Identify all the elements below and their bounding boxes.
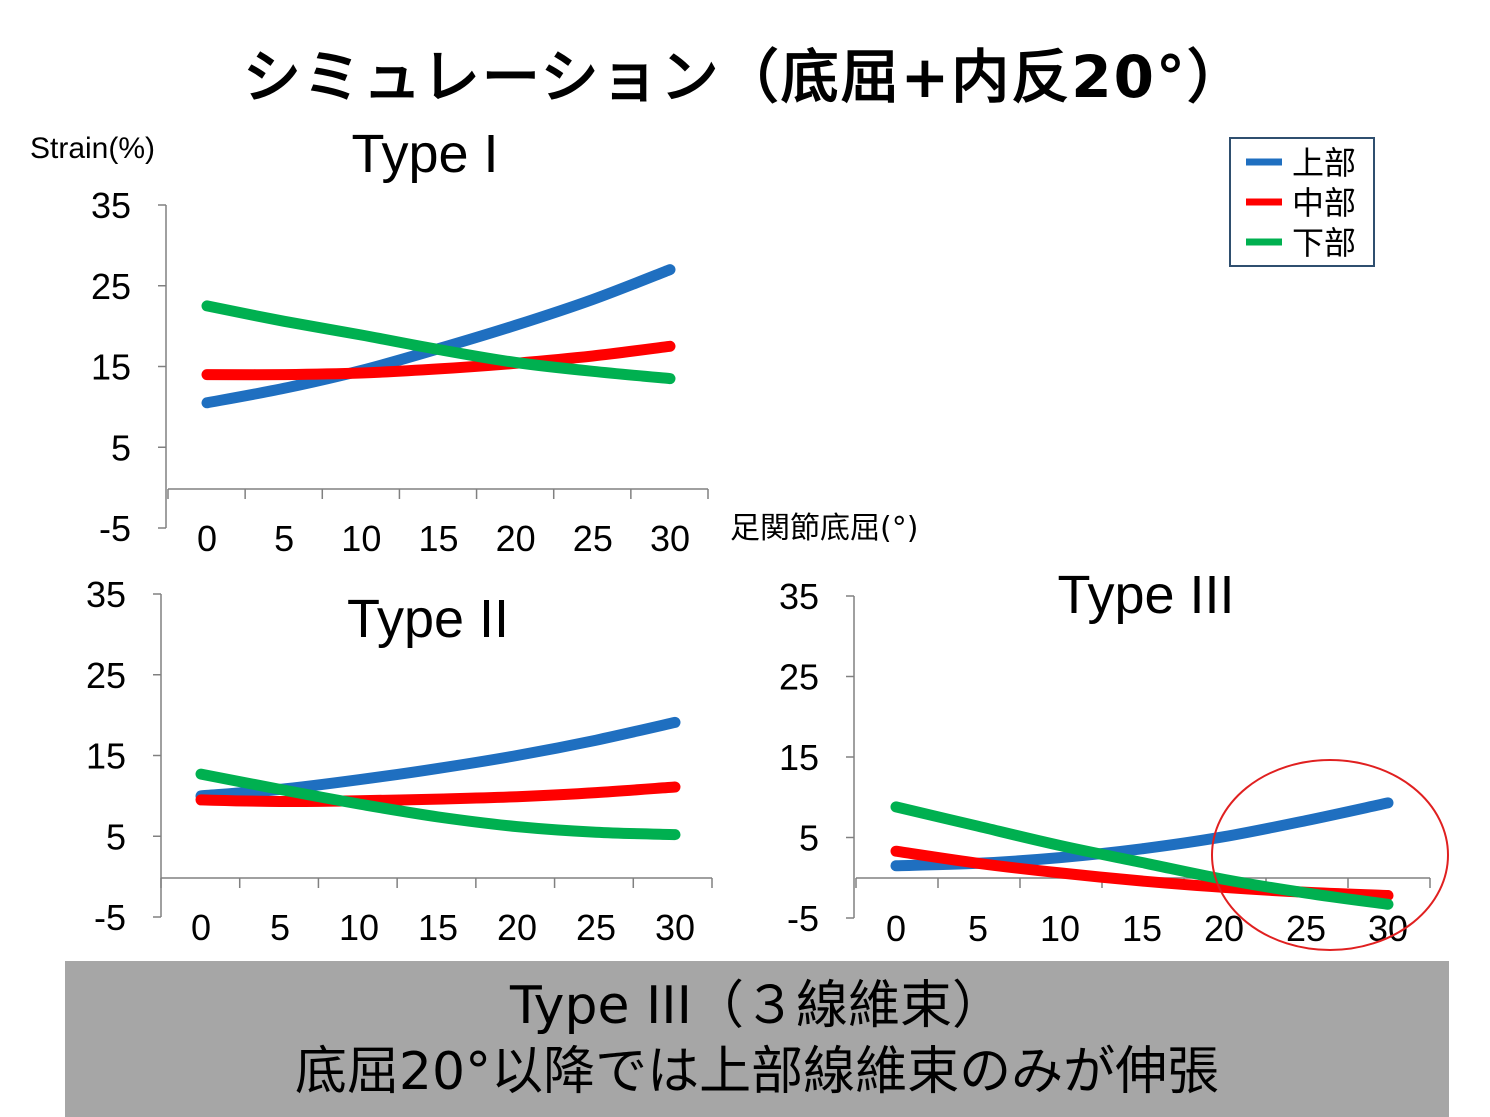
x-tick-label: 5	[274, 518, 294, 559]
legend-item-upper: 上部	[1246, 144, 1356, 182]
chart-title: Type II	[347, 589, 509, 649]
slide-title: シミュレーション（底屈+内反20°）	[243, 43, 1247, 111]
y-tick-label: 15	[779, 737, 819, 778]
series-line	[890, 801, 1394, 910]
x-tick-label: 10	[1040, 908, 1080, 949]
x-tick-label: 15	[418, 518, 458, 559]
x-tick-label: 30	[655, 907, 695, 948]
x-tick-label: 30	[650, 518, 690, 559]
x-tick-label: 20	[496, 518, 536, 559]
x-tick-label: 0	[886, 908, 906, 949]
x-tick-label: 15	[418, 907, 458, 948]
summary-line-2: 底屈20°以降では上部線維束のみが伸張	[294, 1042, 1220, 1102]
series-line	[195, 768, 681, 841]
legend-item-middle: 中部	[1246, 184, 1356, 222]
x-tick-label: 15	[1122, 908, 1162, 949]
x-tick-label: 25	[576, 907, 616, 948]
x-tick-label: 25	[1286, 908, 1326, 949]
x-tick-label: 10	[341, 518, 381, 559]
summary-box: Type III（３線維束） 底屈20°以降では上部線維束のみが伸張	[65, 961, 1449, 1117]
chart-type-1: Strain(%) Type I 足関節底屈(°) -5 5 15 25 35 0 5 10 1…	[30, 124, 918, 559]
series-line	[195, 781, 681, 808]
y-tick-label: -5	[787, 898, 819, 939]
chart-y-axis-label: Strain(%)	[30, 132, 155, 165]
chart-title: Type I	[351, 124, 498, 184]
y-tick-label: -5	[99, 508, 131, 549]
y-tick-label: 5	[799, 818, 819, 859]
x-tick-label: 0	[191, 907, 211, 948]
y-tick-label: 35	[91, 185, 131, 226]
x-tick-label: 5	[968, 908, 988, 949]
y-tick-label: 15	[91, 347, 131, 388]
x-tick-label: 20	[497, 907, 537, 948]
y-tick-label: 25	[779, 657, 819, 698]
chart-type-2: Type II -5 5 15 25 35 0 5 10 15 20 25 30	[86, 574, 713, 948]
summary-line-1: Type III（３線維束）	[510, 976, 1004, 1036]
x-tick-label: 25	[573, 518, 613, 559]
series-line	[201, 264, 676, 409]
y-tick-label: 5	[106, 816, 126, 857]
chart-title: Type III	[1057, 565, 1234, 625]
highlight-circle	[1211, 759, 1449, 951]
y-tick-label: 25	[91, 266, 131, 307]
y-tick-label: 35	[779, 576, 819, 617]
y-tick-label: 15	[86, 736, 126, 777]
x-tick-label: 5	[270, 907, 290, 948]
legend-item-lower: 下部	[1246, 224, 1356, 262]
series-line	[890, 797, 1394, 872]
legend-label: 上部	[1292, 144, 1356, 182]
chart-x-axis-label: 足関節底屈(°)	[730, 511, 918, 546]
y-tick-label: 35	[86, 574, 126, 615]
x-tick-label: 0	[197, 518, 217, 559]
y-tick-label: -5	[94, 897, 126, 938]
series-line	[201, 340, 676, 381]
legend-label: 下部	[1292, 224, 1356, 262]
x-tick-label: 10	[339, 907, 379, 948]
y-tick-label: 5	[111, 427, 131, 468]
legend-label: 中部	[1292, 184, 1356, 222]
legend: 上部 中部 下部	[1229, 137, 1375, 267]
series-line	[201, 300, 676, 385]
plot-area: -5 5 15 25 35 0 5 10 15 20 25 30	[86, 574, 713, 948]
y-tick-label: 25	[86, 655, 126, 696]
plot-area: -5 5 15 25 35 0 5 10 15 20 25 30	[91, 185, 709, 559]
